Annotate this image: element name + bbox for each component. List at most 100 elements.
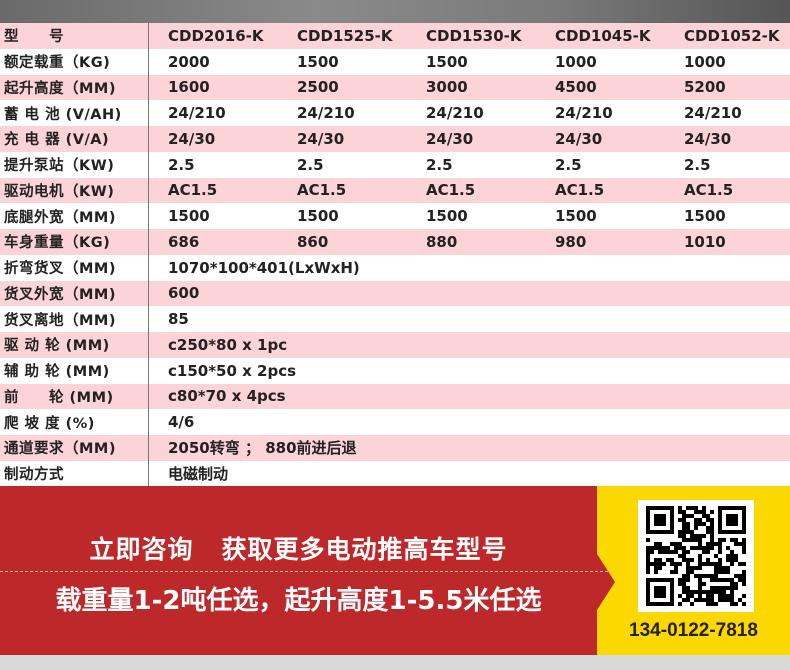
cell: CDD1045-K <box>555 26 651 45</box>
cell: 24/30 <box>555 129 603 148</box>
cell: 4500 <box>555 78 597 97</box>
table-row: 蓄 电 池 (V/AH) 24/210 24/210 24/210 24/210 24/2… <box>0 100 790 126</box>
cell: 24/30 <box>297 129 345 148</box>
cell: 1500 <box>555 207 597 226</box>
cell: 1000 <box>684 52 726 71</box>
table-row: 额定载重（KG) 2000 1500 1500 1000 1000 <box>0 49 790 75</box>
cell: 1500 <box>426 207 468 226</box>
row-label: 驱动电机（KW) <box>4 183 115 200</box>
table-row: 起升高度（MM) 1600 2500 3000 4500 5200 <box>0 74 790 101</box>
cell: AC1.5 <box>684 181 734 200</box>
cell: 24/30 <box>426 129 474 148</box>
table-row: 车身重量（KG) 686 860 880 980 1010 <box>0 229 790 255</box>
cell: 24/30 <box>684 129 732 148</box>
cell: 24/30 <box>168 129 216 148</box>
table-row: 底腿外宽（MM) 1500 1500 1500 1500 1500 <box>0 203 790 229</box>
row-label: 爬 坡 度 (%) <box>4 415 95 432</box>
cell: AC1.5 <box>555 181 605 200</box>
row-label: 起升高度（MM) <box>4 80 116 97</box>
cell: 2050转弯 ； 880前进后退 <box>168 439 357 458</box>
promo-subline: 载重量1-2吨任选，起升高度1-5.5米任选 <box>55 586 542 616</box>
cell: 85 <box>168 310 189 329</box>
row-label: 折弯货叉（MM) <box>4 261 116 278</box>
table-row: 货叉外宽（MM) 600 <box>0 280 790 307</box>
cell: AC1.5 <box>426 181 476 200</box>
column-divider <box>148 23 149 486</box>
table-row: 前 轮 (MM) c80*70 x 4pcs <box>0 383 790 410</box>
cell: 24/210 <box>297 104 355 123</box>
cell: CDD1525-K <box>297 26 393 45</box>
headline-part-1: 立即咨询 <box>89 535 194 564</box>
row-label: 货叉离地（MM) <box>4 312 116 329</box>
table-row: 提升泵站（KW) 2.5 2.5 2.5 2.5 2.5 <box>0 152 790 178</box>
cell: 686 <box>168 232 200 251</box>
cell: 24/210 <box>555 104 613 123</box>
cell: 24/210 <box>684 104 742 123</box>
table-row: 制动方式 电磁制动 <box>0 461 790 487</box>
cell: c250*80 x 1pc <box>168 335 288 354</box>
header-row: 型 号 CDD2016-K CDD1525-K CDD1530-K CDD1045-K C… <box>0 23 790 49</box>
cell: 1500 <box>684 207 726 226</box>
cell: 5200 <box>684 78 726 97</box>
table-row: 辅 助 轮 (MM) c150*50 x 2pcs <box>0 358 790 384</box>
row-label: 辅 助 轮 (MM) <box>4 364 110 381</box>
table-row: 通道要求（MM) 2050转弯 ； 880前进后退 <box>0 435 790 461</box>
cell: 880 <box>426 232 458 251</box>
arrow-pointer <box>597 554 615 610</box>
cell: 24/210 <box>426 104 484 123</box>
bottom-background <box>0 655 790 670</box>
cell: 2500 <box>297 78 339 97</box>
cell: 电磁制动 <box>168 465 229 484</box>
cell: 1500 <box>297 207 339 226</box>
cell: 1500 <box>297 52 339 71</box>
cell: 1500 <box>168 207 210 226</box>
cell: 3000 <box>426 78 468 97</box>
cell: 2.5 <box>168 155 195 174</box>
promo-headline: 立即咨询 获取更多电动推高车型号 <box>0 530 597 566</box>
cell: CDD1530-K <box>426 26 522 45</box>
cell: 2.5 <box>297 155 324 174</box>
row-label: 底腿外宽（MM) <box>4 209 116 226</box>
row-label: 充 电 器 (V/A) <box>4 132 110 149</box>
row-label: 蓄 电 池 (V/AH) <box>4 106 122 123</box>
cell: 2000 <box>168 52 210 71</box>
row-label: 型 号 <box>4 29 64 46</box>
cell: 860 <box>297 232 329 251</box>
cell: 2.5 <box>426 155 453 174</box>
cell: 1500 <box>426 52 468 71</box>
cell: CDD1052-K <box>684 26 780 45</box>
spec-table: 型 号 CDD2016-K CDD1525-K CDD1530-K CDD1045-K C… <box>0 23 790 487</box>
row-label: 提升泵站（KW) <box>4 158 115 175</box>
cell: AC1.5 <box>297 181 347 200</box>
cell: CDD2016-K <box>168 26 264 45</box>
top-background <box>0 0 790 23</box>
dashed-divider <box>0 571 613 572</box>
qr-code-icon[interactable] <box>638 500 754 612</box>
headline-part-2: 获取更多电动推高车型号 <box>221 535 508 564</box>
table-row: 驱动电机（KW) AC1.5 AC1.5 AC1.5 AC1.5 AC1.5 <box>0 177 790 204</box>
cell: 2.5 <box>684 155 711 174</box>
cell: 1600 <box>168 78 210 97</box>
phone-number[interactable]: 134-0122-7818 <box>629 620 758 641</box>
cell: 1010 <box>684 232 726 251</box>
cell: 1000 <box>555 52 597 71</box>
cell: 24/210 <box>168 104 226 123</box>
row-label: 通道要求（MM) <box>4 441 116 458</box>
cell: 2.5 <box>555 155 582 174</box>
row-label: 前 轮 (MM) <box>4 389 114 406</box>
row-label: 驱 动 轮 (MM) <box>4 338 110 355</box>
row-label: 货叉外宽（MM) <box>4 286 116 303</box>
cell: c80*70 x 4pcs <box>168 387 286 406</box>
cell: c150*50 x 2pcs <box>168 361 297 380</box>
row-label: 车身重量（KG) <box>4 235 111 252</box>
row-label: 额定载重（KG) <box>4 55 111 72</box>
table-row: 折弯货叉（MM) 1070*100*401(LxWxH) <box>0 255 790 281</box>
table-row: 爬 坡 度 (%) 4/6 <box>0 409 790 435</box>
table-row: 货叉离地（MM) 85 <box>0 306 790 332</box>
table-row: 充 电 器 (V/A) 24/30 24/30 24/30 24/30 24/30 <box>0 126 790 152</box>
cell: 980 <box>555 232 587 251</box>
row-label: 制动方式 <box>4 467 64 484</box>
cell: 4/6 <box>168 413 195 432</box>
cell: 1070*100*401(LxWxH) <box>168 258 360 277</box>
cell: AC1.5 <box>168 181 218 200</box>
